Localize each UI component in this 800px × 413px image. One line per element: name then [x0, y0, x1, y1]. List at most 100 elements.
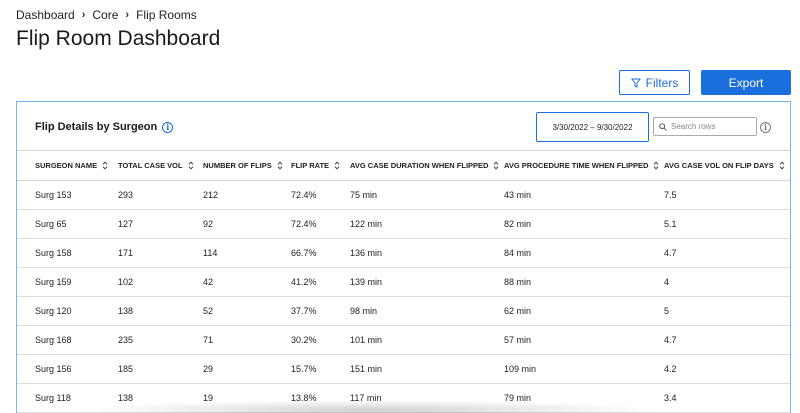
cell-avg-case-duration: 139 min [350, 277, 383, 287]
panel-title: Flip Details by Surgeon i [35, 121, 174, 133]
column-header-avg-procedure-time[interactable]: AVG PROCEDURE TIME WHEN FLIPPED [504, 151, 664, 181]
cell-flip-rate: 41.2% [291, 277, 317, 287]
column-header-number-of-flips[interactable]: NUMBER OF FLIPS [203, 151, 291, 181]
cell-surgeon-name: Surg 159 [35, 277, 72, 287]
cell-flip-rate: 72.4% [291, 219, 317, 229]
cell-avg-case-vol-flip-days: 4.7 [664, 248, 677, 258]
cell-flip-rate: 66.7% [291, 248, 317, 258]
cell-total-case-vol: 138 [118, 393, 134, 403]
export-button[interactable]: Export [701, 70, 791, 95]
cell-avg-case-vol-flip-days: 3.4 [664, 393, 677, 403]
cell-flip-rate: 37.7% [291, 306, 317, 316]
sort-icon [188, 161, 193, 170]
cell-avg-procedure-time: 88 min [504, 277, 532, 287]
cell-surgeon-name: Surg 65 [35, 219, 67, 229]
cell-number-of-flips: 29 [203, 364, 214, 374]
cell-flip-rate: 15.7% [291, 364, 317, 374]
cell-surgeon-name: Surg 156 [35, 364, 72, 374]
sort-icon [494, 161, 499, 170]
cell-number-of-flips: 92 [203, 219, 214, 229]
cell-flip-rate: 30.2% [291, 335, 317, 345]
cell-surgeon-name: Surg 153 [35, 190, 72, 200]
chevron-right-icon: › [81, 9, 86, 21]
cell-surgeon-name: Surg 168 [35, 335, 72, 345]
search-input[interactable] [671, 122, 751, 131]
cell-number-of-flips: 19 [203, 393, 214, 403]
sort-icon [654, 161, 659, 170]
table-header-row: SURGEON NAME TOTAL CASE VOL NUMBER OF FL… [17, 150, 790, 181]
table-row: Surg 156 185 29 15.7% 151 min 109 min 4.… [17, 355, 790, 384]
breadcrumb: Dashboard › Core › Flip Rooms [16, 8, 197, 22]
table-row: Surg 158 171 114 66.7% 136 min 84 min 4.… [17, 239, 790, 268]
table-row: Surg 153 293 212 72.4% 75 min 43 min 7.5 [17, 181, 790, 210]
cell-avg-case-vol-flip-days: 5 [664, 306, 670, 316]
cell-avg-case-duration: 136 min [350, 248, 383, 258]
cell-flip-rate: 13.8% [291, 393, 317, 403]
sort-icon [779, 161, 785, 170]
search-box[interactable] [653, 117, 757, 136]
cell-number-of-flips: 114 [203, 248, 218, 258]
date-range-picker[interactable]: 3/30/2022 – 9/30/2022 [536, 112, 649, 142]
table-row: Surg 120 138 52 37.7% 98 min 62 min 5 [17, 297, 790, 326]
cell-avg-procedure-time: 62 min [504, 306, 532, 316]
cell-surgeon-name: Surg 158 [35, 248, 72, 258]
filters-button-label: Filters [645, 75, 679, 90]
flip-details-table: SURGEON NAME TOTAL CASE VOL NUMBER OF FL… [17, 150, 790, 413]
page-title: Flip Room Dashboard [16, 27, 221, 50]
breadcrumb-core[interactable]: Core [92, 8, 119, 22]
cell-total-case-vol: 293 [118, 190, 134, 200]
cell-avg-procedure-time: 84 min [504, 248, 532, 258]
chevron-right-icon: › [125, 9, 130, 21]
cell-avg-procedure-time: 109 min [504, 364, 537, 374]
flip-details-panel: Flip Details by Surgeon i 3/30/2022 – 9/… [16, 101, 791, 413]
cell-flip-rate: 72.4% [291, 190, 317, 200]
table-row: Surg 65 127 92 72.4% 122 min 82 min 5.1 [17, 210, 790, 239]
column-header-total-case-vol[interactable]: TOTAL CASE VOL [118, 151, 203, 181]
cell-avg-case-duration: 151 min [350, 364, 383, 374]
sort-icon [334, 161, 340, 170]
sort-icon [277, 161, 283, 170]
cell-avg-procedure-time: 43 min [504, 190, 532, 200]
cell-avg-case-duration: 75 min [350, 190, 378, 200]
cell-avg-case-vol-flip-days: 4.2 [664, 364, 677, 374]
cell-surgeon-name: Surg 118 [35, 393, 71, 403]
cell-avg-case-duration: 122 min [350, 219, 383, 229]
search-info-icon[interactable]: i [760, 122, 771, 133]
sort-icon [102, 161, 108, 170]
cell-avg-procedure-time: 79 min [504, 393, 532, 403]
cell-avg-procedure-time: 82 min [504, 219, 532, 229]
column-header-avg-case-duration[interactable]: AVG CASE DURATION WHEN FLIPPED [350, 151, 504, 181]
column-header-avg-case-vol-flip-days[interactable]: AVG CASE VOL ON FLIP DAYS [664, 151, 790, 181]
cell-avg-case-duration: 117 min [350, 393, 382, 403]
cell-total-case-vol: 127 [118, 219, 134, 229]
bottom-shadow [80, 400, 660, 413]
column-header-flip-rate[interactable]: FLIP RATE [291, 151, 350, 181]
column-header-surgeon-name[interactable]: SURGEON NAME [17, 151, 118, 181]
cell-total-case-vol: 102 [118, 277, 134, 287]
filters-button[interactable]: Filters [619, 70, 690, 95]
cell-avg-procedure-time: 57 min [504, 335, 532, 345]
cell-avg-case-vol-flip-days: 5.1 [664, 219, 677, 229]
cell-total-case-vol: 138 [118, 306, 134, 316]
cell-number-of-flips: 42 [203, 277, 214, 287]
info-icon[interactable]: i [162, 121, 174, 133]
cell-avg-case-duration: 101 min [350, 335, 383, 345]
breadcrumb-dashboard[interactable]: Dashboard [16, 8, 75, 22]
cell-number-of-flips: 212 [203, 190, 219, 200]
cell-total-case-vol: 235 [118, 335, 134, 345]
table-row: Surg 118 138 19 13.8% 117 min 79 min 3.4 [17, 384, 790, 413]
cell-avg-case-duration: 98 min [350, 306, 378, 316]
cell-surgeon-name: Surg 120 [35, 306, 72, 316]
table-row: Surg 159 102 42 41.2% 139 min 88 min 4 [17, 268, 790, 297]
cell-avg-case-vol-flip-days: 4.7 [664, 335, 677, 345]
cell-avg-case-vol-flip-days: 4 [664, 277, 670, 287]
cell-total-case-vol: 185 [118, 364, 134, 374]
breadcrumb-flip-rooms: Flip Rooms [136, 8, 197, 22]
cell-avg-case-vol-flip-days: 7.5 [664, 190, 677, 200]
panel-title-text: Flip Details by Surgeon [35, 121, 158, 133]
cell-number-of-flips: 52 [203, 306, 214, 316]
cell-total-case-vol: 171 [118, 248, 134, 258]
search-icon [659, 122, 667, 131]
table-row: Surg 168 235 71 30.2% 101 min 57 min 4.7 [17, 326, 790, 355]
cell-number-of-flips: 71 [203, 335, 214, 345]
